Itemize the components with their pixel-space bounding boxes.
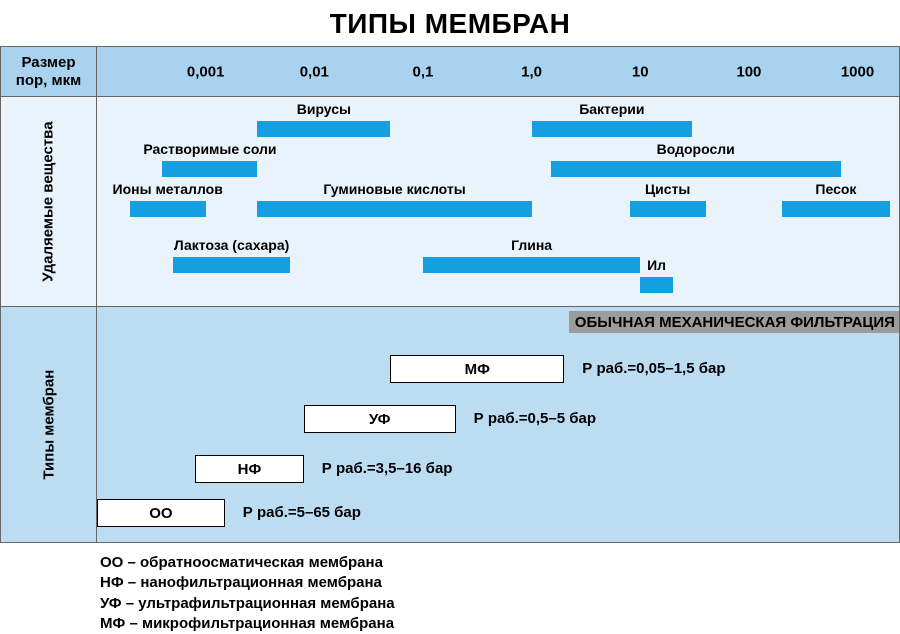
row1-label: Удаляемые вещества xyxy=(40,121,57,281)
membrane-box: УФ xyxy=(304,405,456,433)
substance-bar xyxy=(640,277,673,293)
substances-panel: Вирусы Бактерии Растворимые соли Водоросли И… xyxy=(97,97,899,307)
row2-label-cell: Типы мембран xyxy=(1,307,97,542)
substance-label: Глина xyxy=(511,237,552,253)
substance-label: Бактерии xyxy=(579,101,644,117)
membrane-pressure-note: Р раб.=0,5–5 бар xyxy=(474,410,596,427)
scale-tick: 1000 xyxy=(841,63,874,80)
scale-header: 0,001 0,01 0,1 1,0 10 100 1000 xyxy=(97,47,899,97)
substance-label: Песок xyxy=(815,181,856,197)
substance-bar xyxy=(257,121,390,137)
header-left: Размер пор, мкм xyxy=(1,47,97,97)
substance-bar xyxy=(782,201,891,217)
row2-label: Типы мембран xyxy=(40,370,57,480)
chart-title: ТИПЫ МЕМБРАН xyxy=(0,0,900,46)
legend-line: НФ – нанофильтрационная мембрана xyxy=(100,573,900,593)
substance-label: Ионы металлов xyxy=(113,181,223,197)
row1-label-cell: Удаляемые вещества xyxy=(1,97,97,307)
membrane-box: МФ xyxy=(390,355,564,383)
substance-label: Цисты xyxy=(645,181,690,197)
mechanical-filtration-bar: ОБЫЧНАЯ МЕХАНИЧЕСКАЯ ФИЛЬТРАЦИЯ xyxy=(569,311,899,333)
membrane-box: НФ xyxy=(195,455,304,483)
substance-label: Гуминовые кислоты xyxy=(323,181,465,197)
chart-frame: ТИПЫ МЕМБРАН Размер пор, мкм 0,0010,010,… xyxy=(0,0,900,634)
membrane-box: ОО xyxy=(97,499,225,527)
substance-label: Водоросли xyxy=(657,141,735,157)
substance-bar xyxy=(630,201,706,217)
membrane-pressure-note: Р раб.=5–65 бар xyxy=(243,504,361,521)
scale-tick: 0,1 xyxy=(413,63,434,80)
membranes-panel: ОБЫЧНАЯ МЕХАНИЧЕСКАЯ ФИЛЬТРАЦИЯМФ Р раб.=… xyxy=(97,307,899,542)
chart-grid: Размер пор, мкм 0,001 0,01 0,1 1,0 10 100 1000… xyxy=(0,46,900,543)
legend-line: ОО – обратноосматическая мембрана xyxy=(100,553,900,573)
substance-bar xyxy=(257,201,531,217)
substance-label: Ил xyxy=(647,257,666,273)
legend-line: УФ – ультрафильтрационная мембрана xyxy=(100,594,900,614)
scale-tick: 0,001 xyxy=(187,63,225,80)
substance-label: Вирусы xyxy=(297,101,351,117)
substance-bar xyxy=(162,161,257,177)
scale-tick: 10 xyxy=(632,63,649,80)
substance-bar xyxy=(551,161,841,177)
substance-bar xyxy=(130,201,206,217)
substance-bar xyxy=(173,257,290,273)
substance-bar xyxy=(532,121,692,137)
scale-tick: 0,01 xyxy=(300,63,329,80)
legend: ОО – обратноосматическая мембранаНФ – на… xyxy=(0,543,900,634)
scale-tick: 1,0 xyxy=(521,63,542,80)
substance-label: Растворимые соли xyxy=(143,141,276,157)
substance-bar xyxy=(423,257,640,273)
legend-line: МФ – микрофильтрационная мембрана xyxy=(100,614,900,634)
scale-tick: 100 xyxy=(736,63,761,80)
membrane-pressure-note: Р раб.=3,5–16 бар xyxy=(322,460,453,477)
substance-label: Лактоза (сахара) xyxy=(174,237,289,253)
membrane-pressure-note: Р раб.=0,05–1,5 бар xyxy=(582,360,725,377)
